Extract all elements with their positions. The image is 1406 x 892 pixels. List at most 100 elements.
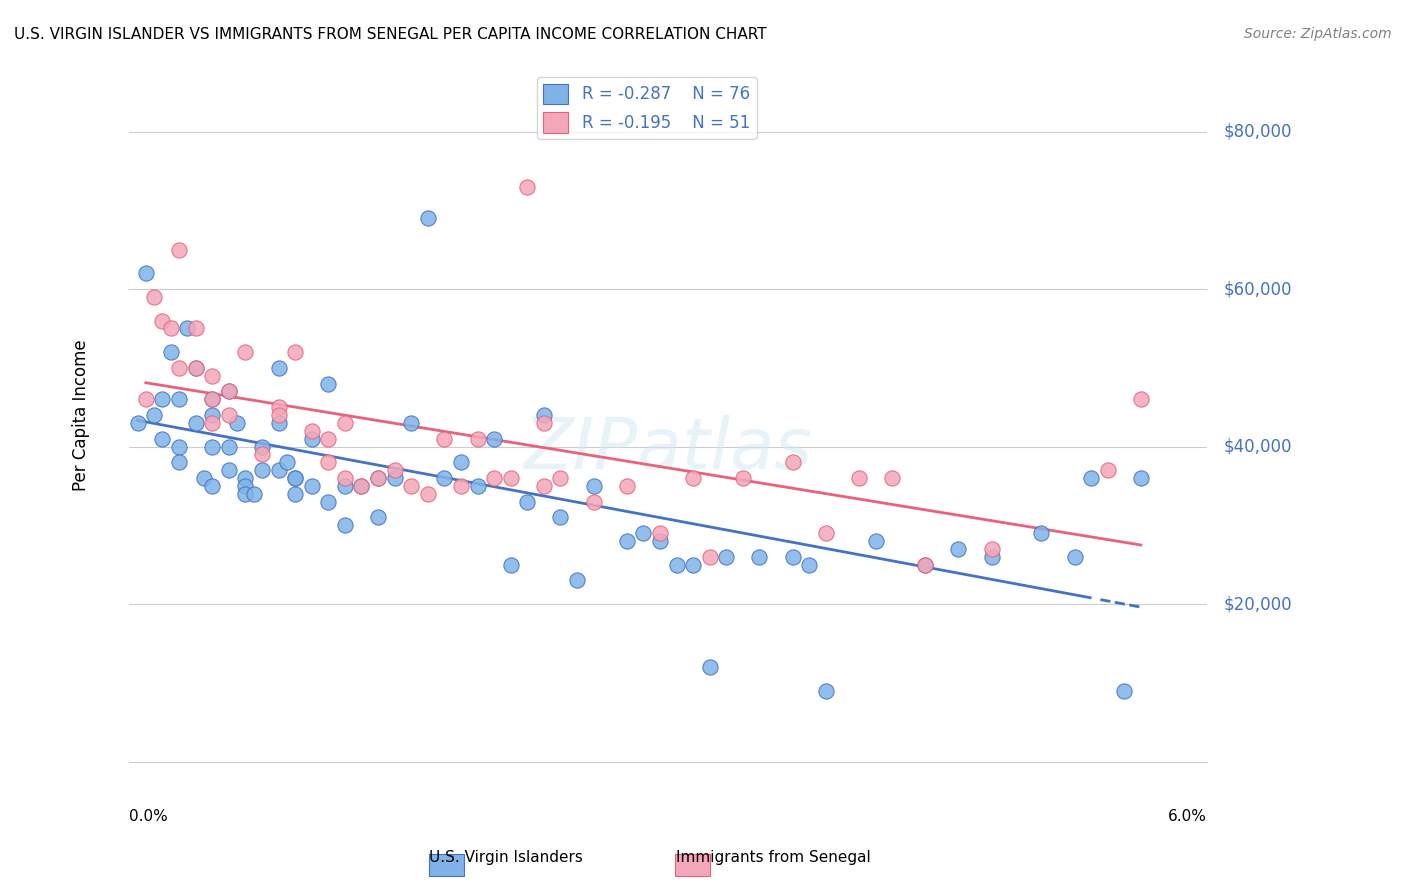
Point (242, 487, 264, 501)
Point (226, 416, 249, 430)
Point (399, 479, 422, 493)
Point (159, 345, 181, 359)
Point (167, 243, 190, 257)
Point (333, 518, 356, 533)
Point (450, 479, 472, 493)
Point (201, 479, 224, 493)
Point (159, 321, 181, 335)
Point (201, 408, 224, 422)
Text: Source: ZipAtlas.com: Source: ZipAtlas.com (1244, 27, 1392, 41)
Point (467, 479, 489, 493)
Point (316, 455, 339, 469)
Point (367, 510, 389, 524)
Point (1129, 471, 1152, 485)
Point (218, 440, 240, 454)
Point (184, 360, 207, 375)
Point (316, 494, 339, 508)
Point (980, 541, 1002, 556)
Point (127, 416, 149, 430)
Point (550, 510, 572, 524)
Text: 0.0%: 0.0% (129, 809, 169, 824)
Point (565, 574, 588, 588)
Point (865, 534, 887, 549)
Point (748, 549, 770, 564)
Text: $20,000: $20,000 (1223, 595, 1292, 613)
Point (516, 494, 538, 508)
Point (350, 479, 373, 493)
Point (882, 471, 904, 485)
Point (167, 360, 190, 375)
Point (980, 549, 1002, 564)
Point (582, 494, 605, 508)
Point (333, 416, 356, 430)
Text: $80,000: $80,000 (1223, 122, 1292, 141)
Point (284, 345, 307, 359)
Point (284, 471, 307, 485)
Point (333, 479, 356, 493)
Point (533, 479, 555, 493)
Point (284, 471, 307, 485)
Point (167, 392, 190, 407)
Point (914, 558, 936, 572)
Point (533, 416, 555, 430)
Point (682, 471, 704, 485)
Point (399, 416, 422, 430)
Point (384, 463, 406, 477)
Point (176, 321, 198, 335)
Point (516, 179, 538, 194)
Point (201, 392, 224, 407)
Point (384, 471, 406, 485)
Point (301, 432, 323, 446)
Point (814, 526, 837, 541)
Point (184, 360, 207, 375)
Point (184, 321, 207, 335)
Point (135, 392, 157, 407)
Point (135, 266, 157, 280)
Point (1063, 549, 1085, 564)
Point (699, 660, 721, 674)
Point (1097, 463, 1119, 477)
Point (267, 408, 290, 422)
Point (152, 392, 174, 407)
Point (184, 416, 207, 430)
Point (782, 549, 804, 564)
Point (143, 290, 166, 304)
Text: $40,000: $40,000 (1223, 438, 1292, 456)
Point (235, 471, 257, 485)
Point (616, 534, 638, 549)
Point (235, 479, 257, 493)
Point (201, 440, 224, 454)
Point (814, 683, 837, 698)
Point (716, 549, 738, 564)
Point (267, 360, 290, 375)
Point (367, 471, 389, 485)
Point (582, 479, 605, 493)
Point (167, 440, 190, 454)
Point (848, 471, 870, 485)
Point (218, 384, 240, 399)
Point (416, 211, 439, 226)
Point (301, 479, 323, 493)
Text: U.S. VIRGIN ISLANDER VS IMMIGRANTS FROM SENEGAL PER CAPITA INCOME CORRELATION CH: U.S. VIRGIN ISLANDER VS IMMIGRANTS FROM … (14, 27, 766, 42)
Point (433, 471, 456, 485)
Point (1114, 683, 1136, 698)
Point (416, 487, 439, 501)
Point (250, 447, 273, 461)
Point (284, 487, 307, 501)
Point (167, 455, 190, 469)
Point (276, 455, 298, 469)
Point (648, 534, 671, 549)
Point (616, 479, 638, 493)
Point (218, 408, 240, 422)
Point (533, 408, 555, 422)
Text: 6.0%: 6.0% (1168, 809, 1208, 824)
Point (350, 479, 373, 493)
Text: $60,000: $60,000 (1223, 280, 1292, 298)
Point (467, 432, 489, 446)
Point (267, 463, 290, 477)
Point (316, 376, 339, 391)
Point (333, 471, 356, 485)
Point (550, 471, 572, 485)
Point (235, 345, 257, 359)
Legend: R = -0.287    N = 76, R = -0.195    N = 51: R = -0.287 N = 76, R = -0.195 N = 51 (537, 77, 756, 139)
